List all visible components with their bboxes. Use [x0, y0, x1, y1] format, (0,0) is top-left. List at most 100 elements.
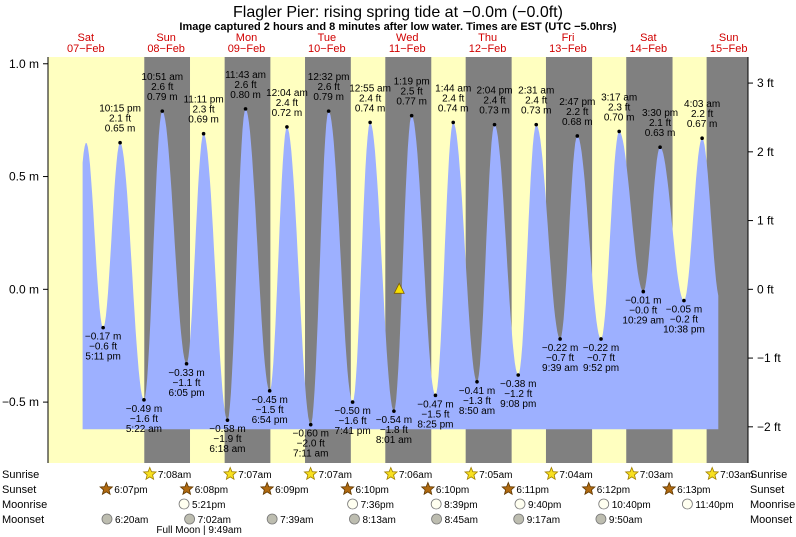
low-tide-point [599, 337, 603, 341]
sunrise-icon [303, 466, 318, 481]
moonrise-icon [347, 498, 358, 510]
high-tide-meters: 0.72 m [272, 108, 303, 119]
moonrise-icon [178, 498, 190, 510]
high-tide-time: 4:03 am [684, 99, 720, 110]
moonset-time: 7:39am [280, 515, 313, 526]
high-tide-point [534, 122, 539, 127]
day-name-label: Sun [156, 32, 176, 44]
moonrise-time: 9:40pm [528, 500, 561, 511]
day-date-label: 15−Feb [710, 43, 748, 55]
high-tide-point [409, 113, 414, 118]
high-tide-time: 10:51 am [141, 72, 183, 83]
moonset-icon [513, 513, 525, 525]
high-tide-feet: 2.4 ft [276, 98, 298, 109]
moonset-icon [266, 513, 278, 525]
low-tide-feet: −0.7 ft [546, 353, 574, 364]
day-date-label: 10−Feb [308, 43, 346, 55]
moonrise-icon [514, 498, 526, 510]
high-tide-meters: 0.69 m [188, 115, 219, 126]
low-tide-point [516, 373, 521, 377]
low-tide-point [558, 337, 562, 341]
sunrise-time: 7:06am [399, 470, 432, 481]
low-tide-point [308, 422, 313, 427]
high-tide-time: 10:15 pm [99, 104, 141, 115]
low-tide-meters: −0.54 m [376, 415, 412, 426]
low-tide-time: 9:52 pm [583, 363, 619, 374]
plot-area: Sat07−FebSun08−FebMon09−FebTue10−FebWed1… [2, 32, 781, 463]
high-tide-time: 3:30 pm [642, 108, 678, 119]
moonrise-icon [430, 498, 442, 510]
left-tick-label: 0.5 m [9, 170, 39, 184]
low-tide-point [101, 325, 105, 330]
high-tide-feet: 2.6 ft [234, 80, 256, 91]
high-tide-feet: 2.5 ft [401, 87, 423, 98]
sunset-time: 6:09pm [275, 485, 308, 496]
low-tide-feet: −1.5 ft [421, 409, 449, 420]
high-tide-feet: 2.2 ft [566, 107, 588, 118]
sunrise-time: 7:07am [238, 470, 271, 481]
low-tide-point [184, 361, 189, 366]
day-date-label: 09−Feb [228, 43, 266, 55]
high-tide-meters: 0.63 m [645, 128, 676, 139]
moon-phase-label: Full Moon | 9:49am [156, 525, 241, 536]
high-tide-meters: 0.65 m [105, 124, 136, 135]
low-tide-meters: −0.50 m [334, 406, 370, 417]
moonset-icon [101, 513, 113, 525]
moonrise-time: 7:36pm [361, 500, 394, 511]
low-tide-time: 7:41 pm [335, 426, 371, 437]
low-tide-feet: −0.0 ft [629, 306, 657, 317]
high-tide-meters: 0.77 m [396, 97, 427, 108]
day-name-label: Wed [396, 32, 418, 44]
high-tide-point [160, 109, 165, 113]
high-tide-feet: 2.6 ft [151, 82, 173, 93]
row-label-right: Moonset [750, 514, 792, 526]
row-label-left: Sunrise [2, 469, 39, 481]
high-tide-time: 2:31 am [518, 86, 554, 97]
chart-title: Flagler Pier: rising spring tide at −0.0… [233, 4, 563, 21]
moonset-icon [349, 513, 360, 525]
high-tide-time: 2:47 pm [559, 97, 595, 108]
high-tide-feet: 2.1 ft [649, 118, 671, 129]
sunrise-time: 7:03am [720, 470, 753, 481]
high-tide-time: 12:32 pm [308, 72, 350, 83]
low-tide-time: 9:39 am [542, 363, 578, 374]
high-tide-point [118, 140, 122, 145]
left-tick-label: −0.5 m [2, 395, 39, 409]
low-tide-time: 6:54 pm [252, 415, 288, 426]
high-tide-meters: 0.67 m [687, 119, 718, 130]
sunset-icon [661, 481, 677, 496]
high-tide-meters: 0.74 m [438, 103, 469, 114]
low-tide-time: 9:08 pm [500, 399, 536, 410]
high-tide-point [451, 120, 456, 125]
sunset-time: 6:07pm [114, 485, 147, 496]
sunrise-icon [222, 466, 238, 481]
low-tide-time: 10:38 pm [663, 325, 705, 336]
moonset-time: 9:50am [609, 515, 642, 526]
sunset-icon [581, 481, 596, 496]
day-date-label: 08−Feb [147, 43, 185, 55]
low-tide-time: 10:29 am [622, 316, 664, 327]
sunset-time: 6:10pm [436, 485, 469, 496]
high-tide-time: 11:11 pm [183, 95, 223, 106]
sunset-time: 6:13pm [677, 485, 710, 496]
sunset-time: 6:08pm [195, 485, 228, 496]
moonset-icon [431, 513, 442, 525]
low-tide-feet: −1.6 ft [130, 414, 158, 425]
tide-water-area [82, 108, 719, 430]
high-tide-point [285, 125, 289, 129]
low-tide-feet: −1.8 ft [380, 425, 408, 436]
moonrise-time: 10:40pm [612, 500, 651, 511]
low-tide-feet: −2.0 ft [297, 439, 325, 450]
moonset-time: 9:17am [527, 515, 560, 526]
right-tick-label: −1 ft [757, 351, 781, 365]
day-name-label: Sat [640, 32, 657, 44]
sunset-time: 6:12pm [597, 485, 630, 496]
high-tide-time: 11:43 am [225, 70, 266, 81]
sunset-icon [340, 481, 355, 496]
high-tide-time: 1:19 pm [394, 77, 430, 88]
sunrise-time: 7:08am [158, 470, 191, 481]
sun-moon-table: Sunrise Sunrise Sunset Sunset Moonrise Moonri… [2, 466, 795, 536]
moonrise-icon [682, 498, 693, 510]
day-name-label: Sun [719, 32, 739, 44]
